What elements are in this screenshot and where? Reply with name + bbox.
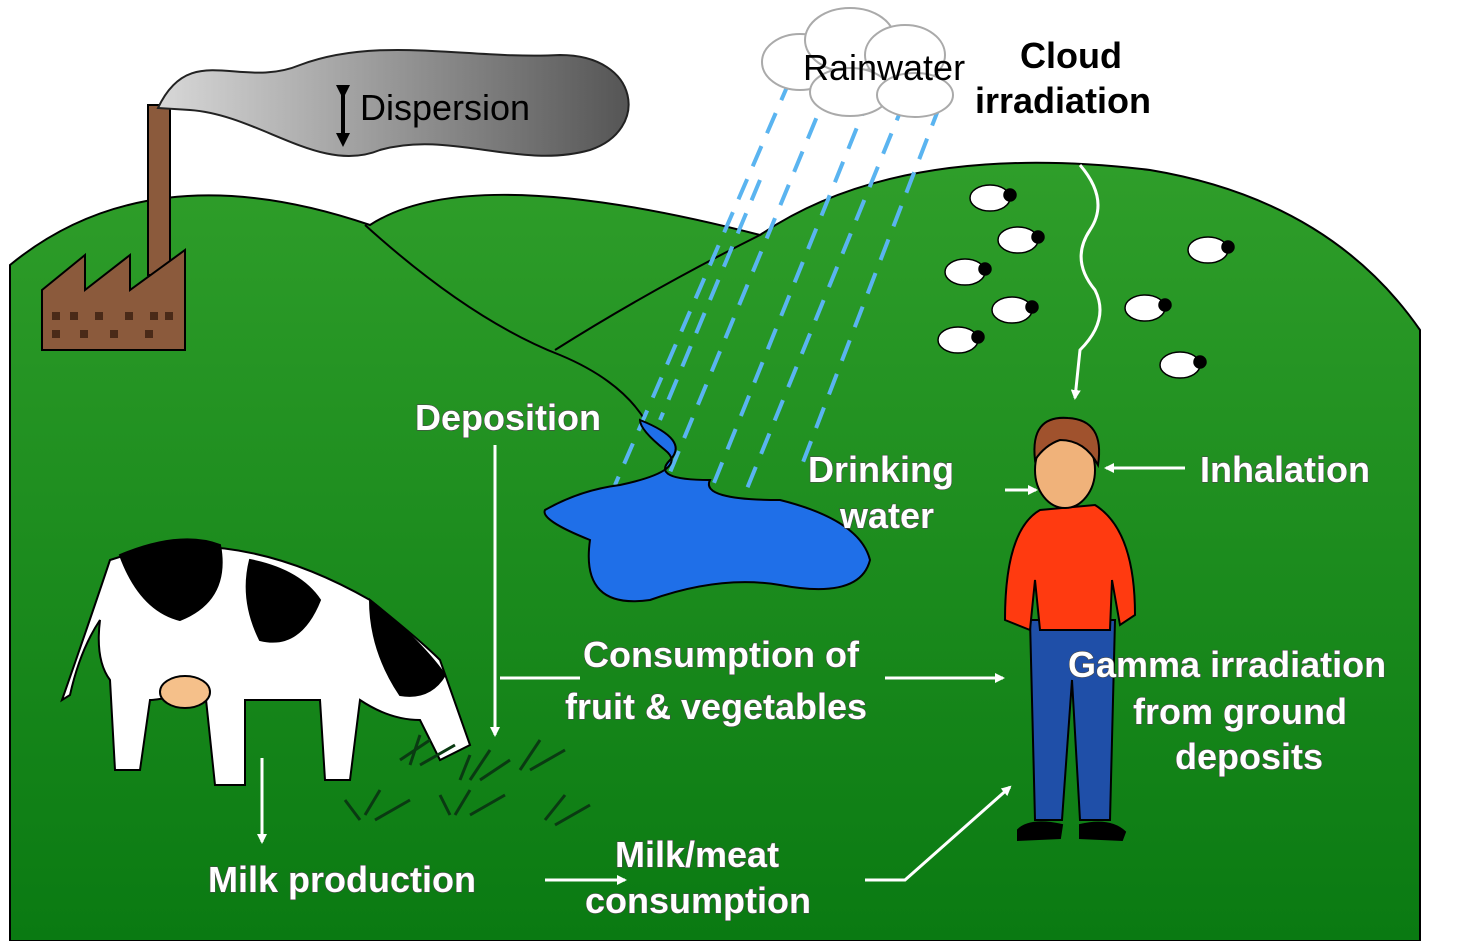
grass [343, 734, 591, 827]
cloud-irradiation-label: Cloud [1020, 35, 1122, 76]
cloud-irradiation-arrow [1070, 164, 1102, 400]
cloud-irradiation-label: irradiation [975, 80, 1151, 121]
arrows [257, 445, 1185, 885]
gamma-label: Gamma irradiation [1068, 644, 1386, 685]
sheep [937, 184, 1235, 379]
factory [41, 104, 186, 351]
gamma-label: deposits [1175, 736, 1323, 777]
milk-meat-label: Milk/meat [615, 834, 779, 875]
drinking-water-label: Drinking [808, 449, 954, 490]
gamma-label: from ground [1133, 691, 1347, 732]
milk-meat-label: consumption [585, 880, 811, 921]
consumption-label: Consumption of [583, 634, 860, 675]
rain [613, 79, 942, 556]
inhalation-label: Inhalation [1200, 449, 1370, 490]
smoke [156, 48, 630, 157]
dispersion-label: Dispersion [360, 87, 530, 128]
consumption-label: fruit & vegetables [565, 686, 867, 727]
rainwater-label: Rainwater [803, 47, 965, 88]
drinking-water-label: water [839, 495, 934, 536]
deposition-label: Deposition [415, 397, 601, 438]
pond [543, 418, 872, 603]
milk-production-label: Milk production [208, 859, 476, 900]
cow [60, 538, 472, 786]
person [1003, 416, 1137, 842]
hill-edge [364, 224, 646, 421]
cloud [761, 7, 954, 118]
